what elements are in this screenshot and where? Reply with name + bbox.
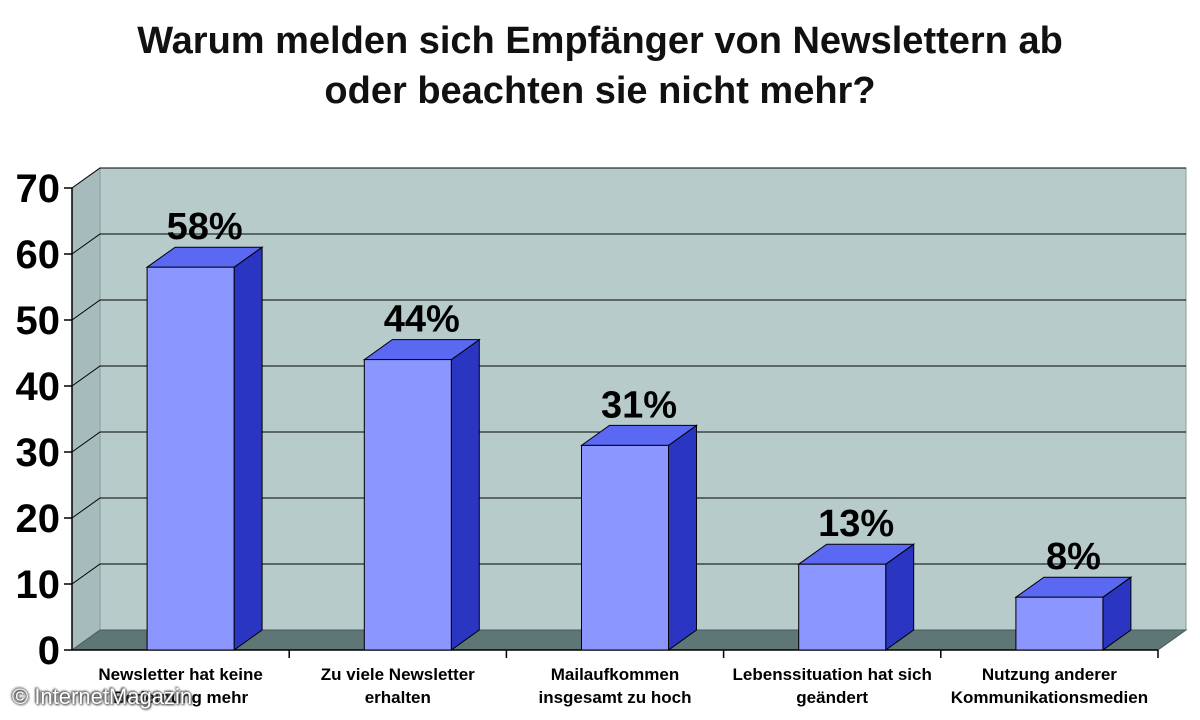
bars [145, 246, 1133, 651]
category-label: Bedeutung mehr [113, 688, 248, 707]
category-label: erhalten [365, 688, 431, 707]
y-tick-label: 70 [16, 167, 61, 211]
bar [797, 543, 916, 651]
bar-side [233, 246, 263, 651]
category-label: Nutzung anderer [982, 665, 1117, 684]
category-label: geändert [796, 688, 868, 707]
bar-front [363, 359, 452, 651]
category-label: Kommunikationsmedien [951, 688, 1148, 707]
data-label: 13% [818, 503, 894, 545]
category-label: Zu viele Newsletter [321, 665, 475, 684]
category-label: Lebenssituation hat sich [733, 665, 932, 684]
bar [145, 246, 264, 651]
bar-front [146, 266, 235, 651]
chart-title-line-2: oder beachten sie nicht mehr? [324, 70, 876, 112]
bar-front [1015, 596, 1104, 651]
bar [362, 338, 481, 651]
bar-side [668, 424, 697, 651]
category-label: Mailaufkommen [551, 665, 679, 684]
gridline [71, 365, 1186, 387]
chart-title-line-1: Warum melden sich Empfänger von Newslett… [137, 20, 1063, 62]
y-tick-label: 20 [16, 497, 61, 541]
bar-side [450, 338, 480, 651]
side-wall [71, 167, 101, 651]
labels: 0 10 20 30 40 50 60 70 58% Newsletter hat keine Be… [16, 167, 1149, 707]
bar [579, 424, 699, 651]
bar-front [798, 563, 887, 651]
gridline [71, 233, 1186, 255]
data-label: 31% [601, 384, 677, 426]
category-label: Newsletter hat keine [98, 665, 262, 684]
watermark: © InternetMagazin [12, 684, 193, 709]
bar-front [581, 444, 669, 651]
y-tick-label: 50 [16, 299, 61, 343]
data-label: 58% [167, 206, 243, 248]
data-label: 8% [1046, 536, 1101, 578]
y-tick-label: 40 [16, 365, 61, 409]
y-tick-label: 0 [38, 629, 60, 673]
gridline [71, 497, 1186, 519]
y-tick-label: 10 [16, 563, 61, 607]
y-tick-label: 60 [16, 233, 61, 277]
y-tick-label: 30 [16, 431, 61, 475]
bar [1014, 576, 1133, 651]
gridline [71, 299, 1186, 321]
category-label: insgesamt zu hoch [538, 688, 691, 707]
gridline [71, 431, 1186, 453]
gridline [71, 167, 1186, 189]
chart-title: Warum melden sich Empfänger von Newslett… [0, 16, 1200, 116]
data-label: 44% [384, 299, 460, 341]
